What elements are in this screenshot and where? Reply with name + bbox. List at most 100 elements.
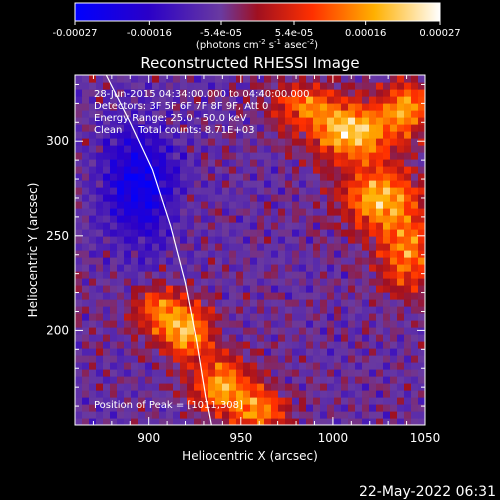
heatmap-cell bbox=[75, 145, 83, 153]
heatmap-cell bbox=[159, 229, 167, 237]
heatmap-cell bbox=[369, 320, 377, 328]
heatmap-cell bbox=[362, 117, 370, 125]
heatmap-cell bbox=[159, 271, 167, 279]
heatmap-cell bbox=[257, 145, 265, 153]
heatmap-cell bbox=[299, 348, 307, 356]
heatmap-cell bbox=[124, 89, 132, 97]
heatmap-cell bbox=[257, 187, 265, 195]
heatmap-cell bbox=[215, 173, 223, 181]
heatmap-cell bbox=[369, 138, 377, 146]
heatmap-cell bbox=[82, 264, 90, 272]
heatmap-cell bbox=[103, 334, 111, 342]
heatmap-cell bbox=[376, 243, 384, 251]
heatmap-cell bbox=[383, 355, 391, 363]
heatmap-cell bbox=[250, 131, 258, 139]
heatmap-cell bbox=[208, 390, 216, 398]
heatmap-cell bbox=[117, 355, 125, 363]
colorbar-tick-label: 0.00016 bbox=[345, 28, 386, 39]
heatmap-cell bbox=[411, 159, 419, 167]
heatmap-cell bbox=[257, 299, 265, 307]
heatmap-cell bbox=[271, 404, 279, 412]
heatmap-cell bbox=[306, 376, 314, 384]
heatmap-cell bbox=[180, 243, 188, 251]
heatmap-cell bbox=[292, 285, 300, 293]
heatmap-cell bbox=[313, 285, 321, 293]
heatmap-cell bbox=[89, 320, 97, 328]
heatmap-cell bbox=[383, 257, 391, 265]
heatmap-cell bbox=[418, 124, 425, 132]
heatmap-cell bbox=[292, 215, 300, 223]
heatmap-cell bbox=[404, 313, 412, 321]
heatmap-cell bbox=[124, 110, 132, 118]
heatmap-cell bbox=[103, 327, 111, 335]
heatmap-cell bbox=[138, 313, 146, 321]
heatmap-cell bbox=[327, 404, 335, 412]
heatmap-cell bbox=[334, 306, 342, 314]
heatmap-cell bbox=[355, 222, 363, 230]
heatmap-cell bbox=[215, 236, 223, 244]
heatmap-cell bbox=[299, 383, 307, 391]
heatmap-cell bbox=[397, 418, 405, 425]
heatmap-cell bbox=[110, 208, 118, 216]
heatmap-cell bbox=[404, 173, 412, 181]
heatmap-cell bbox=[159, 222, 167, 230]
heatmap-cell bbox=[89, 103, 97, 111]
heatmap-cell bbox=[278, 215, 286, 223]
heatmap-cell bbox=[173, 222, 181, 230]
heatmap-cell bbox=[264, 173, 272, 181]
heatmap-cell bbox=[334, 180, 342, 188]
heatmap-cell bbox=[404, 411, 412, 419]
heatmap-cell bbox=[348, 229, 356, 237]
heatmap-cell bbox=[390, 208, 398, 216]
heatmap-cell bbox=[152, 362, 160, 370]
heatmap-cell bbox=[383, 145, 391, 153]
heatmap-cell bbox=[306, 369, 314, 377]
heatmap-cell bbox=[152, 187, 160, 195]
heatmap-cell bbox=[89, 292, 97, 300]
heatmap-cell bbox=[271, 243, 279, 251]
heatmap-cell bbox=[201, 292, 209, 300]
heatmap-cell bbox=[313, 75, 321, 83]
heatmap-cell bbox=[327, 222, 335, 230]
heatmap-cell bbox=[194, 313, 202, 321]
heatmap-cell bbox=[257, 285, 265, 293]
heatmap-cell bbox=[278, 390, 286, 398]
heatmap-cell bbox=[138, 327, 146, 335]
heatmap-cell bbox=[131, 138, 139, 146]
heatmap-cell bbox=[348, 138, 356, 146]
heatmap-cell bbox=[222, 89, 230, 97]
heatmap-cell bbox=[159, 138, 167, 146]
heatmap-cell bbox=[285, 194, 293, 202]
heatmap-cell bbox=[201, 159, 209, 167]
heatmap-cell bbox=[341, 75, 349, 83]
heatmap-cell bbox=[201, 306, 209, 314]
heatmap-cell bbox=[131, 75, 139, 83]
heatmap-cell bbox=[334, 187, 342, 195]
heatmap-cell bbox=[201, 313, 209, 321]
heatmap-cell bbox=[404, 236, 412, 244]
heatmap-cell bbox=[138, 201, 146, 209]
heatmap-cell bbox=[229, 306, 237, 314]
heatmap-cell bbox=[264, 404, 272, 412]
heatmap-cell bbox=[257, 124, 265, 132]
heatmap-cell bbox=[159, 362, 167, 370]
y-tick-label: 300 bbox=[46, 134, 69, 148]
heatmap-cell bbox=[166, 138, 174, 146]
heatmap-cell bbox=[89, 313, 97, 321]
heatmap-cell bbox=[348, 327, 356, 335]
heatmap-cell bbox=[96, 131, 104, 139]
heatmap-cell bbox=[383, 376, 391, 384]
heatmap-cell bbox=[215, 124, 223, 132]
heatmap-cell bbox=[250, 222, 258, 230]
heatmap-cell bbox=[369, 306, 377, 314]
heatmap-cell bbox=[138, 404, 146, 412]
heatmap-cell bbox=[271, 194, 279, 202]
heatmap-cell bbox=[264, 250, 272, 258]
heatmap-cell bbox=[229, 299, 237, 307]
heatmap-cell bbox=[131, 201, 139, 209]
heatmap-cell bbox=[411, 131, 419, 139]
heatmap-cell bbox=[236, 152, 244, 160]
heatmap-cell bbox=[362, 306, 370, 314]
heatmap-cell bbox=[285, 145, 293, 153]
heatmap-cell bbox=[243, 397, 251, 405]
